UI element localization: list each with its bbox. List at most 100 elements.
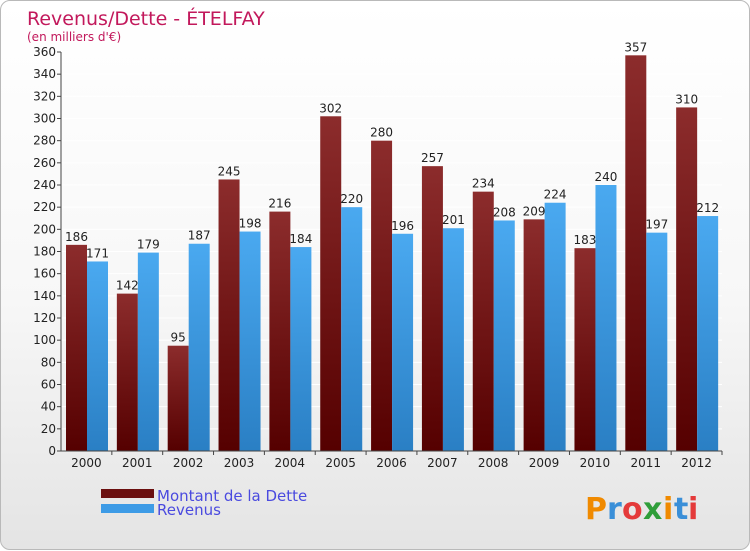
y-tick-label: 0 <box>48 444 56 458</box>
bar-dette <box>167 345 189 451</box>
bar-revenus <box>697 216 719 451</box>
y-tick-label: 140 <box>33 289 56 303</box>
bar-dette <box>625 55 647 451</box>
bar-revenus <box>392 233 414 451</box>
y-tick-label: 340 <box>33 67 56 81</box>
x-axis-ticks: 2000 2001 2002 2003 2004 2005 2006 2007 2008 2009… <box>71 451 723 470</box>
y-tick-label: 300 <box>33 112 56 126</box>
y-tick-label: 80 <box>41 355 56 369</box>
bar-dette <box>371 140 393 451</box>
x-tick-label: 2007 <box>427 456 458 470</box>
bar-dette <box>676 107 698 452</box>
y-tick-label: 220 <box>33 200 56 214</box>
x-tick-label: 2001 <box>122 456 153 470</box>
y-tick-label: 240 <box>33 178 56 192</box>
x-tick-label: 2006 <box>376 456 407 470</box>
bar-revenus <box>544 202 566 451</box>
logo-letter: P <box>585 492 607 527</box>
value-label-revenus: 208 <box>493 205 516 219</box>
value-label-dette: 357 <box>624 40 647 54</box>
value-label-dette: 186 <box>65 230 88 244</box>
bar-revenus <box>595 185 617 451</box>
bar-revenus <box>239 231 261 451</box>
bar-dette <box>269 211 291 451</box>
x-tick-label: 2009 <box>529 456 560 470</box>
bar-dette <box>218 179 240 452</box>
y-tick-label: 180 <box>33 245 56 259</box>
logo-letter: i <box>663 492 673 527</box>
bars <box>66 55 719 452</box>
value-label-dette: 142 <box>116 279 139 293</box>
bar-revenus <box>290 247 312 451</box>
y-tick-label: 160 <box>33 267 56 281</box>
value-label-revenus: 184 <box>289 232 312 246</box>
value-label-dette: 245 <box>218 164 241 178</box>
x-tick-label: 2012 <box>681 456 712 470</box>
bar-dette <box>523 219 545 451</box>
logo-letter: o <box>622 492 643 527</box>
value-label-dette: 257 <box>421 151 444 165</box>
bar-dette <box>421 166 443 452</box>
value-label-revenus: 201 <box>442 213 465 227</box>
logo-letter: t <box>674 492 688 527</box>
value-label-revenus: 179 <box>137 238 160 252</box>
x-tick-label: 2003 <box>224 456 255 470</box>
x-tick-label: 2004 <box>275 456 306 470</box>
value-label-dette: 95 <box>171 331 186 345</box>
y-tick-label: 360 <box>33 45 56 59</box>
logo-letter: i <box>688 492 698 527</box>
y-tick-label: 20 <box>41 422 56 436</box>
value-label-revenus: 224 <box>544 188 567 202</box>
value-label-dette: 209 <box>523 204 546 218</box>
value-label-dette: 234 <box>472 177 495 191</box>
bar-revenus <box>341 207 363 451</box>
y-tick-label: 200 <box>33 222 56 236</box>
y-tick-label: 320 <box>33 89 56 103</box>
y-tick-label: 120 <box>33 311 56 325</box>
bar-revenus <box>137 252 159 451</box>
x-tick-label: 2000 <box>71 456 102 470</box>
bar-revenus <box>493 220 515 451</box>
value-label-dette: 216 <box>268 197 291 211</box>
value-label-dette: 310 <box>675 92 698 106</box>
value-label-revenus: 220 <box>340 192 363 206</box>
y-tick-label: 280 <box>33 134 56 148</box>
bar-dette <box>574 248 596 451</box>
legend-label-revenus: Revenus <box>157 501 221 519</box>
x-tick-label: 2002 <box>173 456 204 470</box>
value-label-dette: 302 <box>319 101 342 115</box>
y-tick-label: 100 <box>33 333 56 347</box>
value-label-revenus: 212 <box>696 201 719 215</box>
y-tick-label: 40 <box>41 400 56 414</box>
bar-dette <box>116 293 138 451</box>
x-tick-label: 2008 <box>478 456 509 470</box>
x-tick-label: 2010 <box>580 456 611 470</box>
bar-revenus <box>188 243 210 451</box>
value-label-dette: 183 <box>574 233 597 247</box>
y-axis-ticks: 0 20 40 60 80 100 120 140 160 180 200 220 240 260 280 3… <box>33 45 61 458</box>
value-labels: 186 171 142 179 95 187 245 198 216 184 302 220 280 19… <box>65 40 719 344</box>
logo-letter: r <box>607 492 622 527</box>
legend: Montant de la Dette Revenus <box>101 487 307 519</box>
bar-revenus <box>442 228 464 451</box>
legend-label-dette: Montant de la Dette <box>157 487 307 505</box>
value-label-dette: 280 <box>370 126 393 140</box>
bar-dette <box>320 116 342 452</box>
value-label-revenus: 171 <box>86 246 109 260</box>
value-label-revenus: 240 <box>595 170 618 184</box>
legend-swatch-revenus <box>101 504 154 513</box>
value-label-revenus: 196 <box>391 219 414 233</box>
bar-dette <box>66 244 87 451</box>
x-tick-label: 2005 <box>325 456 356 470</box>
bar-dette <box>472 191 494 451</box>
logo-letter: x <box>643 492 662 527</box>
y-tick-label: 260 <box>33 156 56 170</box>
value-label-revenus: 197 <box>645 218 668 232</box>
legend-swatch-dette <box>101 489 154 498</box>
chart-subtitle: (en milliers d'€) <box>27 30 121 44</box>
value-label-revenus: 198 <box>239 217 262 231</box>
x-tick-label: 2011 <box>630 456 661 470</box>
